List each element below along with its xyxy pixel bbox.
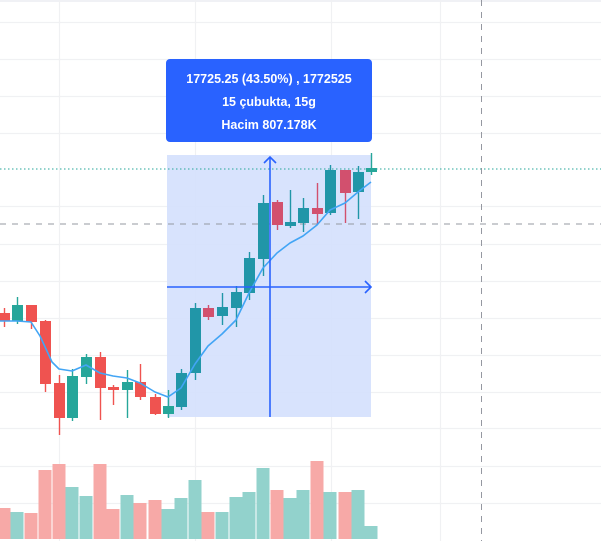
volume-bar	[188, 480, 202, 539]
candle	[244, 258, 255, 293]
volume-bar	[10, 512, 24, 539]
volume-bar	[148, 500, 162, 539]
volume-bar	[242, 492, 256, 539]
measure-arrows	[167, 155, 373, 417]
volume-bar	[161, 509, 175, 539]
candle	[231, 292, 242, 308]
volume-bar	[310, 461, 324, 539]
candle	[163, 406, 174, 414]
candle	[108, 387, 119, 390]
candle	[353, 172, 364, 192]
volume-bars	[0, 461, 378, 539]
volume-bar	[38, 470, 52, 539]
volume-bar	[133, 503, 147, 539]
measure-selection-box[interactable]	[167, 155, 371, 417]
volume-bar	[52, 464, 66, 539]
candle	[285, 222, 296, 226]
measure-volume: Hacim 807.178K	[221, 118, 317, 132]
candle	[40, 321, 51, 384]
measure-bar-count: 15 çubukta, 15g	[222, 95, 316, 109]
candle	[258, 203, 269, 259]
candle	[135, 382, 146, 397]
volume-bar	[174, 498, 188, 539]
volume-bar	[229, 497, 243, 539]
volume-bar	[256, 468, 270, 539]
candle	[340, 170, 351, 193]
measure-price-change: 17725.25 (43.50%) , 1772525	[186, 72, 352, 86]
volume-bar	[215, 512, 229, 539]
volume-bar	[120, 495, 134, 539]
candle	[203, 308, 214, 317]
volume-bar	[24, 513, 38, 539]
measure-tooltip: 17725.25 (43.50%) , 1772525 15 çubukta, …	[166, 59, 372, 142]
volume-bar	[338, 492, 352, 539]
arrow-right-icon	[364, 280, 373, 294]
volume-bar	[0, 508, 11, 539]
candle	[54, 383, 65, 418]
volume-bar	[106, 509, 120, 539]
candle	[217, 307, 228, 316]
candle	[325, 170, 336, 213]
candle	[190, 308, 201, 373]
volume-bar	[201, 512, 215, 539]
volume-bar	[296, 490, 310, 539]
volume-bar	[364, 526, 378, 539]
candle	[12, 305, 23, 321]
candle	[26, 305, 37, 322]
candle	[81, 357, 92, 377]
volume-bar	[323, 492, 337, 539]
candle	[122, 382, 133, 390]
volume-bar	[65, 487, 79, 539]
candle	[67, 376, 78, 418]
moving-average-line	[0, 181, 372, 398]
candle	[176, 373, 187, 407]
volume-bar	[351, 490, 365, 539]
volume-bar	[93, 464, 107, 539]
candle	[366, 168, 377, 172]
arrow-up-icon	[263, 155, 277, 164]
volume-bar	[270, 490, 284, 539]
candle	[298, 208, 309, 223]
candle	[150, 397, 161, 414]
candle	[312, 208, 323, 214]
volume-bar	[79, 496, 93, 539]
candle	[272, 202, 283, 225]
candle	[0, 313, 10, 321]
volume-bar	[283, 498, 297, 539]
